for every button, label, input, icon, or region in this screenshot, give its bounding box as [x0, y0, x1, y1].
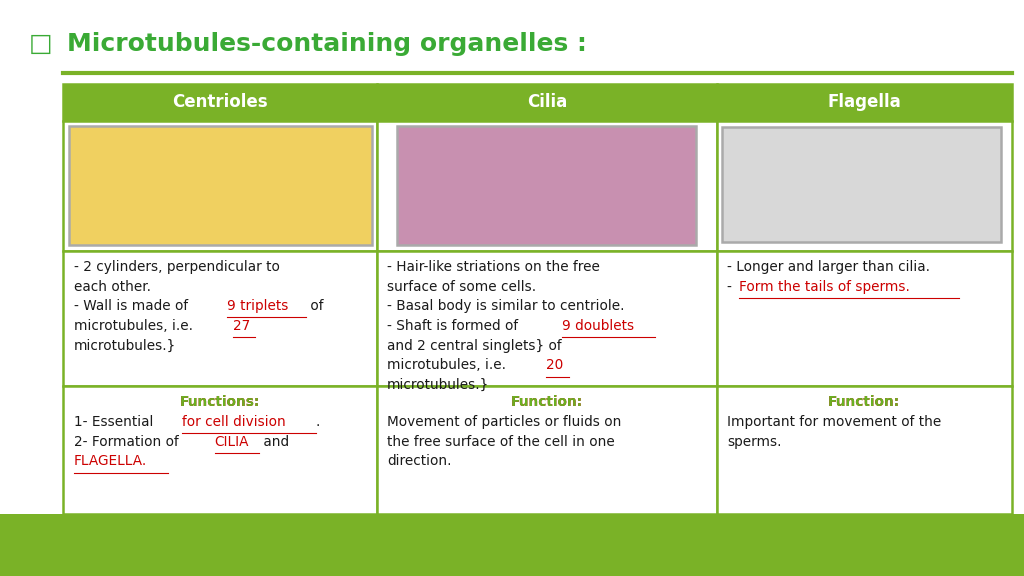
Text: and 2 central singlets} of: and 2 central singlets} of	[387, 339, 562, 353]
Text: and: and	[259, 435, 289, 449]
Bar	[722, 127, 1001, 242]
Bar	[717, 251, 1012, 386]
Text: 9 triplets: 9 triplets	[226, 300, 288, 313]
Bar	[63, 386, 377, 514]
Text: of: of	[306, 300, 324, 313]
Text: 1- Essential: 1- Essential	[74, 415, 158, 429]
Text: - Wall is made of: - Wall is made of	[74, 300, 193, 313]
Text: surface of some cells.: surface of some cells.	[387, 279, 537, 294]
Text: Function:: Function:	[511, 395, 583, 409]
Bar	[377, 121, 717, 251]
Text: Functions:: Functions:	[180, 395, 260, 409]
Text: Movement of particles or fluids on: Movement of particles or fluids on	[387, 415, 622, 429]
Text: .: .	[315, 415, 321, 429]
Text: 20: 20	[546, 358, 563, 373]
Text: microtubules, i.e.: microtubules, i.e.	[387, 358, 510, 373]
Text: Function:: Function:	[828, 395, 900, 409]
Text: - Basal body is similar to centriole.: - Basal body is similar to centriole.	[387, 300, 625, 313]
Text: - Shaft is formed of: - Shaft is formed of	[387, 319, 522, 333]
Bar	[63, 251, 377, 386]
Bar	[0, 514, 1024, 576]
Text: - Longer and larger than cilia.: - Longer and larger than cilia.	[727, 260, 930, 274]
Text: Functions:: Functions:	[180, 395, 260, 409]
Bar	[717, 121, 1012, 251]
Text: Form the tails of sperms.: Form the tails of sperms.	[739, 279, 910, 294]
Text: 27: 27	[232, 319, 250, 333]
Text: CILIA: CILIA	[215, 435, 249, 449]
Bar	[63, 84, 377, 121]
Bar	[717, 386, 1012, 514]
Text: 2- Formation of: 2- Formation of	[74, 435, 183, 449]
Text: Cilia: Cilia	[526, 93, 567, 111]
Text: microtubules.}: microtubules.}	[74, 339, 176, 353]
Bar	[63, 121, 377, 251]
Text: Function:: Function:	[511, 395, 583, 409]
Text: Flagella: Flagella	[827, 93, 901, 111]
Text: Microtubules-containing organelles :: Microtubules-containing organelles :	[67, 32, 587, 56]
Text: - Hair-like striations on the free: - Hair-like striations on the free	[387, 260, 600, 274]
Bar	[69, 126, 372, 245]
Text: sperms.: sperms.	[727, 435, 781, 449]
Bar	[377, 386, 717, 514]
Text: microtubules.}: microtubules.}	[387, 378, 489, 392]
Text: -: -	[727, 279, 736, 294]
Bar	[397, 126, 696, 245]
Text: □: □	[29, 32, 52, 56]
Bar	[377, 251, 717, 386]
Text: for cell division: for cell division	[182, 415, 286, 429]
Text: microtubules, i.e.: microtubules, i.e.	[74, 319, 197, 333]
Text: direction.: direction.	[387, 454, 452, 468]
Text: FROM 437 TEAMWORK: FROM 437 TEAMWORK	[23, 539, 181, 551]
Text: - 2 cylinders, perpendicular to: - 2 cylinders, perpendicular to	[74, 260, 280, 274]
Text: Centrioles: Centrioles	[172, 93, 268, 111]
Text: the free surface of the cell in one: the free surface of the cell in one	[387, 435, 614, 449]
Bar	[377, 84, 717, 121]
Text: Important for movement of the: Important for movement of the	[727, 415, 941, 429]
Text: Function:: Function:	[828, 395, 900, 409]
Text: each other.: each other.	[74, 279, 151, 294]
Text: FLAGELLA.: FLAGELLA.	[74, 454, 147, 468]
Text: 9 doublets: 9 doublets	[562, 319, 634, 333]
Bar	[717, 84, 1012, 121]
